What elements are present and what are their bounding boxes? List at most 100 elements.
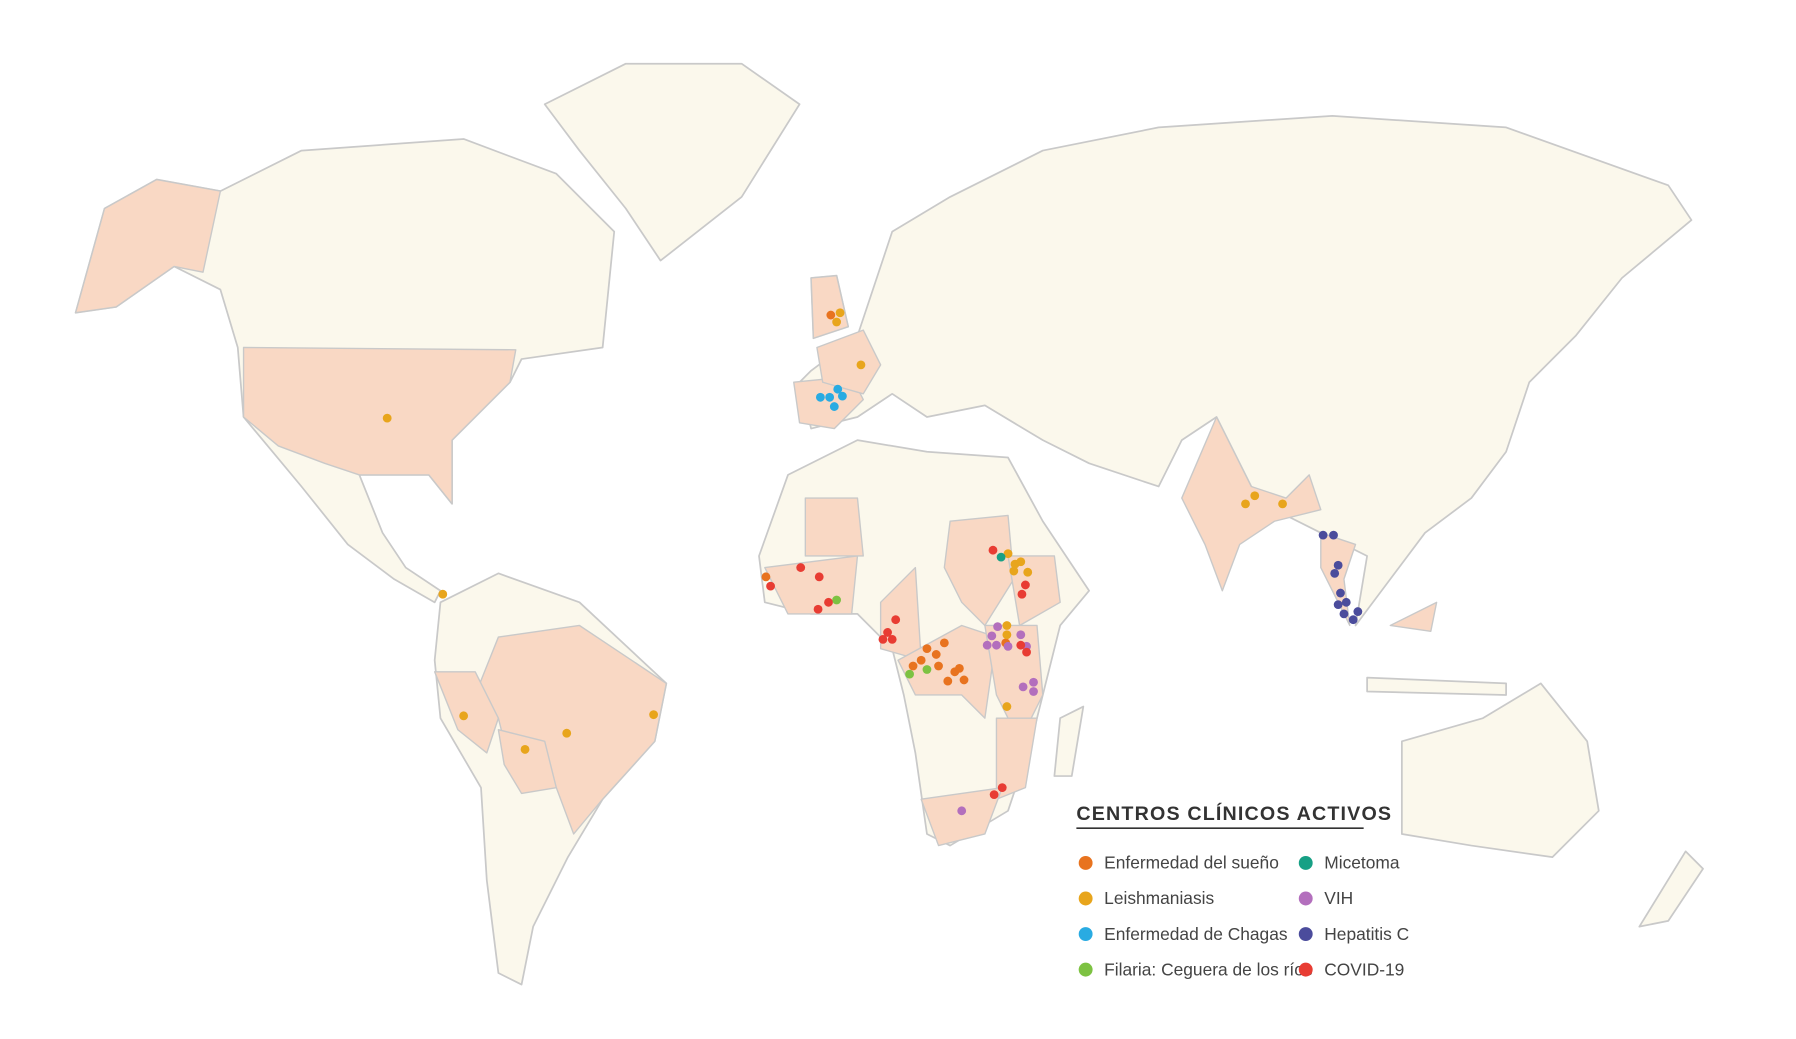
clinic-dot: [987, 631, 997, 641]
clinic-dot: [883, 628, 892, 637]
clinic-dot: [382, 413, 392, 423]
greenland: [543, 62, 801, 262]
clinic-dot: [982, 640, 992, 650]
clinic-dot: [1029, 687, 1038, 696]
clinic-dot: [1022, 647, 1031, 657]
ethiopia: [1007, 555, 1061, 627]
clinic-dot: [1002, 630, 1012, 640]
legend-swatch: [1298, 962, 1313, 977]
clinic-dot: [459, 711, 469, 721]
clinic-dot: [815, 392, 825, 402]
clinic-dot: [959, 675, 969, 685]
malaysia: [1389, 601, 1438, 632]
clinic-dot: [1241, 499, 1250, 509]
clinic-dot: [922, 665, 932, 674]
legend-label: Filaria: Ceguera de los ríos: [1104, 959, 1313, 979]
clinic-dot: [826, 310, 836, 320]
clinic-dot: [997, 783, 1007, 793]
clinic-dot: [837, 391, 847, 401]
clinic-dot: [1003, 641, 1013, 651]
legend-swatch: [1078, 962, 1093, 977]
australia: [1400, 682, 1600, 859]
clinic-dot: [1016, 630, 1026, 640]
legend-swatch: [1078, 927, 1093, 942]
clinic-dot: [1002, 702, 1012, 711]
clinic-dot: [954, 663, 964, 673]
thailand: [1320, 532, 1357, 627]
usa: [242, 346, 517, 505]
clinic-dot: [833, 384, 843, 394]
clinic-dot: [649, 710, 658, 720]
clinic-dot: [1009, 566, 1019, 576]
legend-swatch: [1078, 891, 1093, 906]
clinic-dot: [934, 661, 943, 671]
legend: CENTROS CLÍNICOS ACTIVOS Enfermedad del …: [1076, 802, 1409, 979]
clinic-dot: [931, 650, 941, 659]
clinic-dot: [905, 669, 914, 679]
clinic-dot: [1023, 567, 1033, 577]
legend-label: VIH: [1324, 888, 1353, 908]
legend-swatch: [1298, 891, 1313, 906]
clinic-dot: [996, 552, 1006, 562]
clinic-dot: [957, 806, 967, 816]
legend-title: CENTROS CLÍNICOS ACTIVOS: [1076, 802, 1392, 825]
clinic-dot: [887, 634, 897, 644]
legend-swatch: [1298, 855, 1313, 870]
land: [74, 62, 1704, 986]
clinic-dot: [1278, 499, 1287, 509]
clinic-dot: [1353, 607, 1363, 616]
clinic-dot: [766, 581, 775, 591]
alaska: [74, 178, 222, 314]
highlighted-countries: [74, 178, 1438, 847]
legend-swatch: [1078, 855, 1093, 870]
peru: [433, 671, 500, 754]
legend-label: Leishmaniasis: [1104, 888, 1214, 908]
clinic-dot: [1336, 588, 1345, 598]
clinic-dot: [908, 661, 918, 671]
clinic-dot: [825, 392, 835, 402]
clinic-dot: [1002, 621, 1012, 630]
india: [1181, 416, 1322, 592]
clinic-dot: [916, 655, 926, 665]
new-zealand: [1638, 850, 1704, 928]
indonesia: [1366, 676, 1507, 696]
clinic-dot: [1016, 557, 1026, 567]
clinic-dot: [813, 604, 823, 614]
clinic-dot: [1003, 549, 1013, 559]
clinic-dot: [1341, 597, 1351, 607]
clinic-dot: [814, 572, 824, 582]
clinic-dot: [829, 402, 839, 411]
clinic-dot: [939, 638, 949, 648]
clinic-dot: [1017, 589, 1027, 599]
clinic-dot: [520, 745, 530, 754]
clinic-dot: [993, 622, 1003, 632]
clinic-dot: [562, 728, 572, 738]
mozambique: [995, 717, 1038, 800]
bolivia: [497, 729, 557, 795]
france: [816, 329, 882, 395]
clinic-dot: [761, 572, 771, 582]
legend-label: Micetoma: [1324, 853, 1400, 873]
clinic-dot: [1029, 677, 1038, 687]
clinic-dot: [989, 790, 999, 799]
clinic-dot: [878, 634, 888, 644]
clinic-dot: [891, 615, 901, 625]
clinic-dot: [1333, 560, 1343, 570]
clinic-dot: [832, 317, 842, 327]
clinic-dot: [1318, 530, 1328, 540]
legend-label: Hepatitis C: [1324, 924, 1409, 944]
clinic-dot: [1330, 568, 1340, 578]
clinic-dot: [835, 308, 845, 318]
clinic-dots: [382, 308, 1363, 816]
clinic-dot: [988, 545, 998, 555]
clinic-dot: [922, 644, 932, 654]
clinic-dot: [832, 595, 842, 605]
uk-hl: [810, 274, 849, 339]
legend-label: COVID-19: [1324, 959, 1404, 979]
eurasia: [798, 114, 1693, 627]
clinic-dot: [1018, 682, 1028, 692]
legend-swatch: [1298, 927, 1313, 942]
mali: [804, 497, 864, 557]
south-africa: [920, 786, 1003, 847]
